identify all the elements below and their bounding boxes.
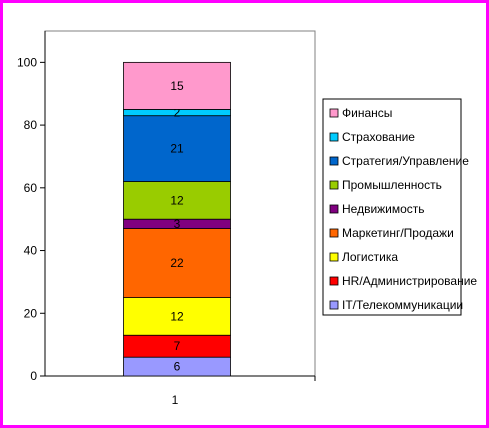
- legend-label: IT/Телекоммуникации: [342, 298, 463, 312]
- y-axis: 0 20 40 60 80 100: [17, 31, 46, 383]
- data-label-5: 3: [174, 217, 181, 231]
- legend-swatch: [329, 300, 339, 310]
- y-tick-label: 80: [24, 118, 38, 132]
- y-tick-label: 60: [24, 181, 38, 195]
- bar-segment-4: [123, 228, 231, 298]
- data-label-4: 22: [170, 256, 184, 270]
- legend-label: Промышленность: [342, 178, 442, 192]
- bar-segment-7: [123, 115, 231, 182]
- y-tick-label: 100: [17, 55, 37, 69]
- legend-swatch: [329, 180, 339, 190]
- data-label-9: 15: [170, 79, 184, 93]
- legend-swatch: [329, 228, 339, 238]
- x-tick-label: 1: [172, 393, 179, 407]
- legend-swatch: [329, 204, 339, 214]
- bar-stack: 6 7 12 22 3 12 21 2 15: [123, 61, 231, 377]
- legend-swatch: [329, 156, 339, 166]
- data-label-6: 12: [170, 193, 184, 207]
- legend-label: Маркетинг/Продажи: [342, 226, 454, 240]
- bar-segment-3: [123, 297, 231, 336]
- legend-label: Стратегия/Управление: [342, 154, 469, 168]
- legend-swatch: [329, 276, 339, 286]
- legend-swatch: [329, 252, 339, 262]
- data-label-2: 7: [174, 339, 181, 353]
- data-label-8: 2: [174, 106, 181, 120]
- legend-label: Недвижимость: [342, 202, 425, 216]
- legend-label: Страхование: [342, 130, 415, 144]
- legend-label: HR/Администрирование: [342, 274, 477, 288]
- y-tick-label: 0: [30, 369, 37, 383]
- legend-swatch: [329, 108, 339, 118]
- legend-box: [322, 98, 462, 316]
- legend-label: Логистика: [342, 250, 398, 264]
- legend-label: Финансы: [342, 106, 392, 120]
- legend: Финансы Страхование Стратегия/Управление Пр…: [322, 98, 477, 316]
- y-tick-label: 20: [24, 306, 38, 320]
- bar-segment-9: [123, 61, 231, 110]
- data-label-3: 12: [170, 309, 184, 323]
- x-axis: 1: [45, 375, 316, 407]
- stacked-bar-chart: 0 20 40 60 80 100 1 6 7 12 22 3 12 21 2 15 Финансы Стр…: [17, 30, 477, 407]
- y-tick-label: 40: [24, 244, 38, 258]
- data-label-7: 21: [170, 142, 184, 156]
- legend-swatch: [329, 132, 339, 142]
- data-label-1: 6: [174, 360, 181, 374]
- bar-segment-6: [123, 181, 231, 220]
